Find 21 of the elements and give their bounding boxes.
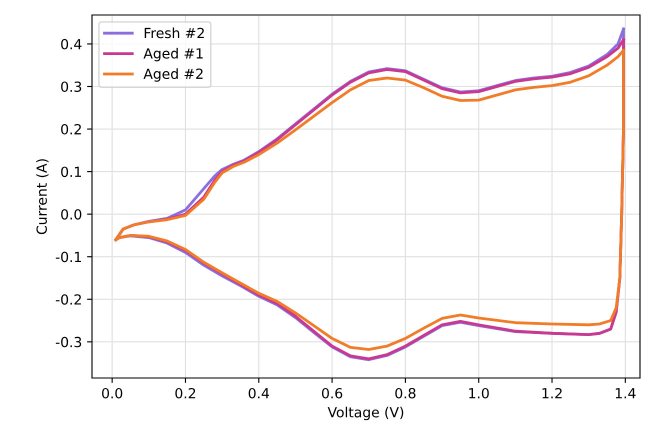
x-tick-label: 0.8 — [395, 388, 416, 398]
x-tick-label: 0.2 — [175, 388, 196, 398]
y-tick-label: 0.3 — [61, 81, 82, 92]
legend-label: Aged #2 — [143, 68, 203, 82]
y-tick-label: 0.1 — [61, 166, 81, 178]
x-tick-label: 1.2 — [542, 388, 562, 398]
x-axis-title: Voltage (V) — [328, 406, 404, 420]
y-axis-title: Current (A) — [36, 159, 49, 234]
y-tick-label: -0.3 — [56, 336, 82, 348]
y-tick-label: -0.2 — [56, 294, 81, 305]
y-tick-label: 0.4 — [61, 38, 82, 50]
x-tick-label: 0.6 — [322, 388, 342, 398]
legend-label: Fresh #2 — [144, 28, 204, 38]
x-tick-label: 1.0 — [469, 388, 489, 398]
y-tick-label: 0.2 — [61, 124, 81, 135]
legend-label: Aged #1 — [143, 48, 203, 62]
y-tick-label: -0.1 — [56, 252, 81, 262]
x-tick-label: 1.4 — [616, 388, 636, 398]
x-tick-label: 0.4 — [248, 388, 270, 398]
x-tick-label: 0.0 — [102, 388, 122, 398]
y-tick-label: 0.0 — [61, 209, 82, 220]
